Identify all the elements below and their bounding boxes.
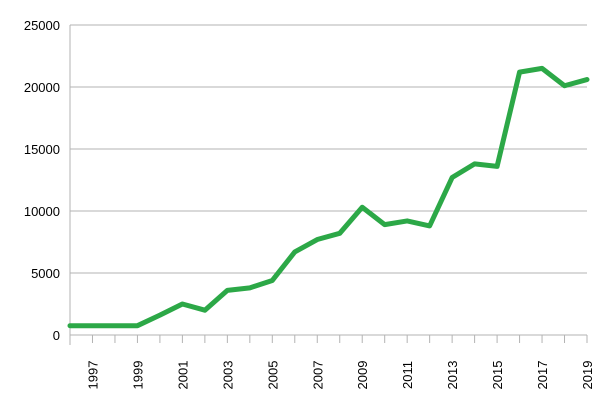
y-tick-label: 0 [53,328,60,343]
x-tick-label: 2007 [310,361,325,390]
x-tick-label: 2017 [535,361,550,390]
y-tick-label: 25000 [24,18,60,33]
y-axis-tick-labels: 0 5000 10000 15000 20000 25000 [24,18,60,343]
x-tick-label: 2003 [220,361,235,390]
x-tick-label: 2019 [580,361,595,390]
series-line [67,65,590,329]
x-tick-label: 2013 [445,361,460,390]
x-tick-label: 2015 [490,361,505,390]
gridlines [69,24,588,345]
series-layer [67,65,590,329]
y-tick-label: 5000 [31,266,60,281]
y-tick-label: 15000 [24,142,60,157]
x-tick-label: 2009 [355,361,370,390]
x-tick-label: 2005 [265,361,280,390]
y-tick-label: 10000 [24,204,60,219]
x-tick-label: 2011 [400,361,415,389]
y-tick-label: 20000 [24,80,60,95]
x-tick-label: 1997 [85,361,100,390]
x-tick-label: 1999 [130,361,145,390]
x-axis-tick-labels: 1997 1999 2001 2003 2005 2007 2009 2011 2013 2015… [85,361,595,390]
x-tick-label: 2001 [175,361,190,390]
